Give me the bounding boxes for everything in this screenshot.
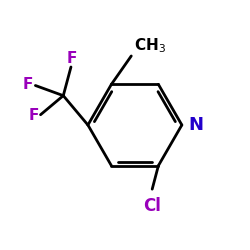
Text: Cl: Cl — [143, 196, 161, 214]
Text: CH$_3$: CH$_3$ — [134, 36, 166, 55]
Text: F: F — [28, 108, 38, 124]
Text: N: N — [188, 116, 204, 134]
Text: F: F — [23, 77, 34, 92]
Text: F: F — [67, 51, 78, 66]
